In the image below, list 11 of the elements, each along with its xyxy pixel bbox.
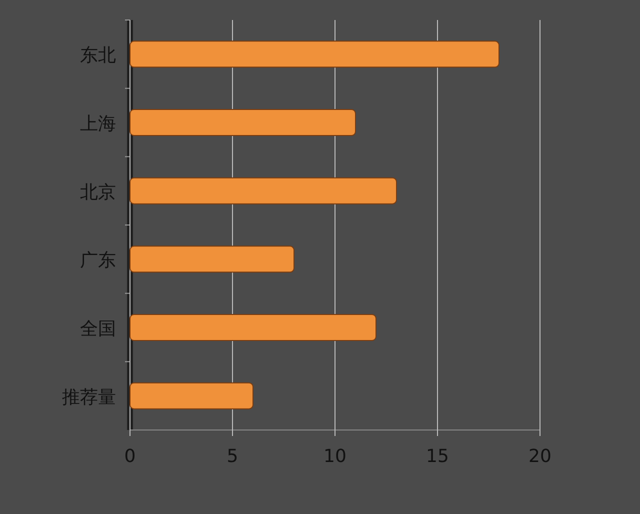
y-tick-label: 东北 (80, 45, 116, 66)
y-tick-label: 广东 (80, 250, 116, 272)
x-tick-label: 20 (528, 446, 552, 467)
x-tick-label: 10 (324, 446, 346, 467)
x-tick-label: 5 (226, 446, 238, 467)
x-tick-label: 15 (426, 446, 449, 467)
x-tick-label: 0 (124, 446, 136, 467)
y-tick-label: 北京 (80, 182, 116, 203)
y-tick-label: 推荐量 (62, 386, 116, 408)
y-tick-label: 全国 (80, 318, 116, 340)
y-tick-label: 上海 (80, 114, 116, 134)
